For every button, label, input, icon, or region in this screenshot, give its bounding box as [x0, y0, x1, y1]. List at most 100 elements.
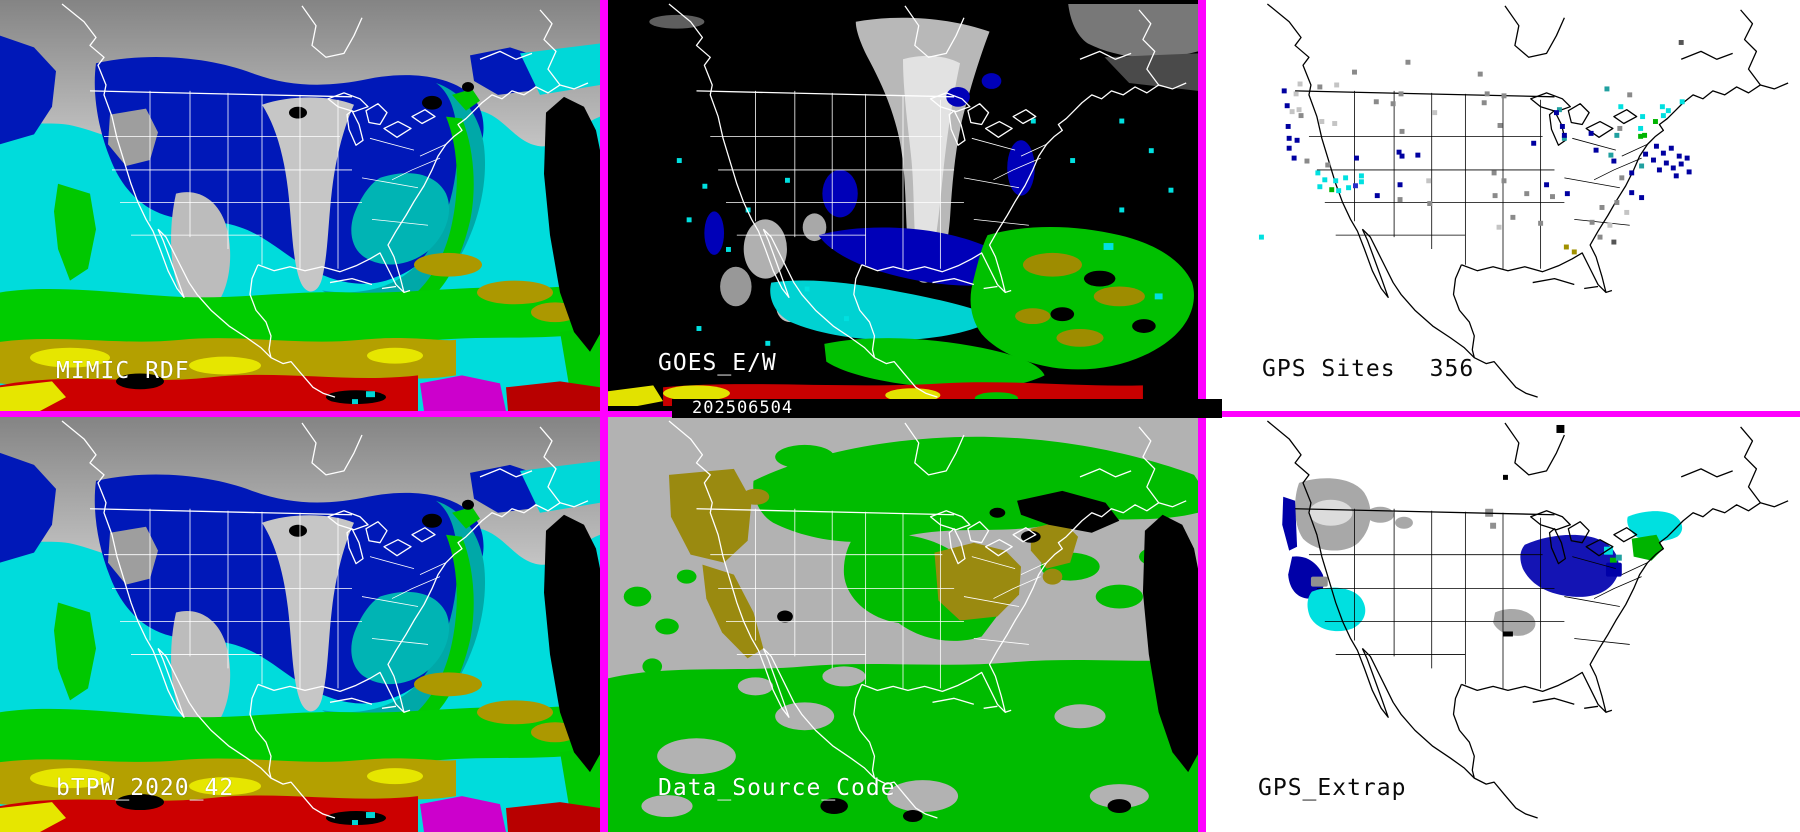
gps-site-dot — [1352, 69, 1357, 75]
gps-site-dot — [1286, 135, 1292, 141]
gps-site-dot — [1329, 187, 1335, 193]
gps-site-dot — [1550, 194, 1555, 200]
panel-gps-extrap: GPS_Extrap — [1206, 417, 1800, 832]
gps-site-dot — [1614, 200, 1620, 206]
gps-site-dot — [1336, 188, 1342, 194]
goes-ew-label: GOES_E/W — [658, 350, 777, 376]
gps-site-dot — [1298, 113, 1304, 119]
gps-site-dot — [1405, 59, 1411, 65]
gps-site-dot — [1358, 173, 1364, 179]
gps-site-dot — [1624, 209, 1630, 215]
gps-site-dot — [1492, 193, 1498, 199]
gps-site-dot — [1510, 214, 1516, 220]
gps-site-dot — [1563, 244, 1569, 250]
timestamp-text: 202506504 — [692, 398, 794, 418]
gps-site-dot — [1679, 99, 1685, 105]
gps-site-dot — [1531, 140, 1537, 146]
gps-site-dot — [1332, 121, 1338, 126]
gps-site-dot — [1617, 125, 1623, 131]
gps-site-dot — [1638, 125, 1644, 131]
gps-site-dot — [1319, 119, 1325, 124]
gps-site-dot — [1561, 135, 1567, 141]
gps-site-dot — [1629, 170, 1635, 176]
gps-site-dot — [1538, 220, 1544, 226]
gps-site-dot — [1673, 173, 1679, 179]
gps-site-dot — [1354, 155, 1359, 161]
gps-site-dot — [1678, 40, 1684, 45]
gps-site-dot — [1588, 130, 1594, 136]
gps-site-dot — [1678, 161, 1684, 167]
gps-site-dot — [1619, 175, 1625, 181]
panel-data-source-code: Data_Source_Code — [608, 417, 1198, 832]
data-source-code-label: Data_Source_Code — [658, 775, 896, 801]
gps-site-dot — [1497, 123, 1503, 128]
gps-site-dot — [1604, 86, 1610, 92]
gps-site-dot — [1346, 185, 1352, 191]
gps-site-dot — [1652, 119, 1658, 124]
gps-site-dot — [1524, 191, 1530, 197]
gps-site-markers — [1258, 40, 1692, 255]
gps-site-dot — [1398, 91, 1404, 97]
gps-site-dot — [1374, 193, 1380, 199]
gps-site-dot — [1556, 107, 1562, 113]
gps-site-dot — [1484, 91, 1490, 97]
gps-site-dot — [1432, 110, 1438, 116]
timestamp-bar: 202506504 — [672, 399, 1222, 418]
gps-sites-label-text: GPS Sites — [1262, 356, 1396, 382]
gps-site-dot — [1343, 175, 1349, 181]
gps-site-dot — [1663, 160, 1669, 166]
panel-mimic-rdf: MIMIC RDF — [0, 0, 600, 411]
gps-site-dot — [1481, 100, 1487, 106]
gps-site-dot — [1660, 150, 1666, 156]
gps-site-dot — [1333, 178, 1339, 184]
gps-site-dot — [1317, 184, 1323, 190]
gps-site-dot — [1334, 82, 1340, 88]
gps-sites-map — [1206, 0, 1800, 411]
gps-site-dot — [1322, 177, 1328, 183]
gps-sites-count: 356 — [1429, 356, 1475, 382]
gps-site-dot — [1627, 92, 1633, 98]
gps-site-dot — [1396, 149, 1402, 155]
gps-site-dot — [1564, 191, 1570, 197]
gps-extrap-map — [1206, 417, 1800, 832]
gps-site-dot — [1289, 109, 1295, 115]
gps-site-dot — [1593, 147, 1599, 153]
gps-site-dot — [1614, 132, 1620, 138]
data-source-code-map — [608, 417, 1198, 832]
gps-site-dot — [1653, 143, 1659, 149]
gps-site-dot — [1373, 99, 1379, 105]
gps-site-dot — [1415, 152, 1421, 158]
gps-site-dot — [1284, 103, 1290, 109]
gps-site-dot — [1477, 71, 1483, 77]
gps-site-dot — [1553, 110, 1559, 116]
panel-btpw: bTPW_2020_42 — [0, 417, 600, 832]
gps-site-dot — [1281, 88, 1287, 94]
gps-site-dot — [1670, 165, 1676, 171]
gps-site-dot — [1399, 128, 1405, 134]
gps-site-dot — [1611, 239, 1617, 245]
gps-site-dot — [1597, 234, 1603, 240]
mimic-rdf-label: MIMIC RDF — [56, 358, 190, 384]
gps-site-dot — [1639, 195, 1645, 201]
gps-site-dot — [1599, 205, 1605, 210]
gps-site-dot — [1629, 190, 1635, 196]
btpw-map — [0, 417, 600, 832]
panel-gps-sites: GPS Sites 356 — [1206, 0, 1800, 411]
cloud-speckles — [676, 118, 1174, 346]
gps-site-dot — [1426, 178, 1432, 184]
gps-site-dot — [1285, 123, 1291, 129]
gps-site-dot — [1643, 151, 1649, 157]
gps-site-dot — [1291, 155, 1297, 161]
gps-site-dot — [1607, 222, 1613, 228]
gps-site-dot — [1501, 93, 1507, 99]
gps-site-dot — [1397, 197, 1403, 203]
gps-site-dot — [1668, 145, 1674, 151]
gps-site-dot — [1618, 104, 1624, 110]
gps-site-dot — [1325, 162, 1331, 168]
gps-site-dot — [1491, 170, 1497, 176]
gps-site-dot — [1639, 163, 1645, 169]
gps-site-dot — [1315, 170, 1321, 176]
gps-site-dot — [1651, 157, 1656, 163]
gps-site-dot — [1686, 169, 1692, 175]
